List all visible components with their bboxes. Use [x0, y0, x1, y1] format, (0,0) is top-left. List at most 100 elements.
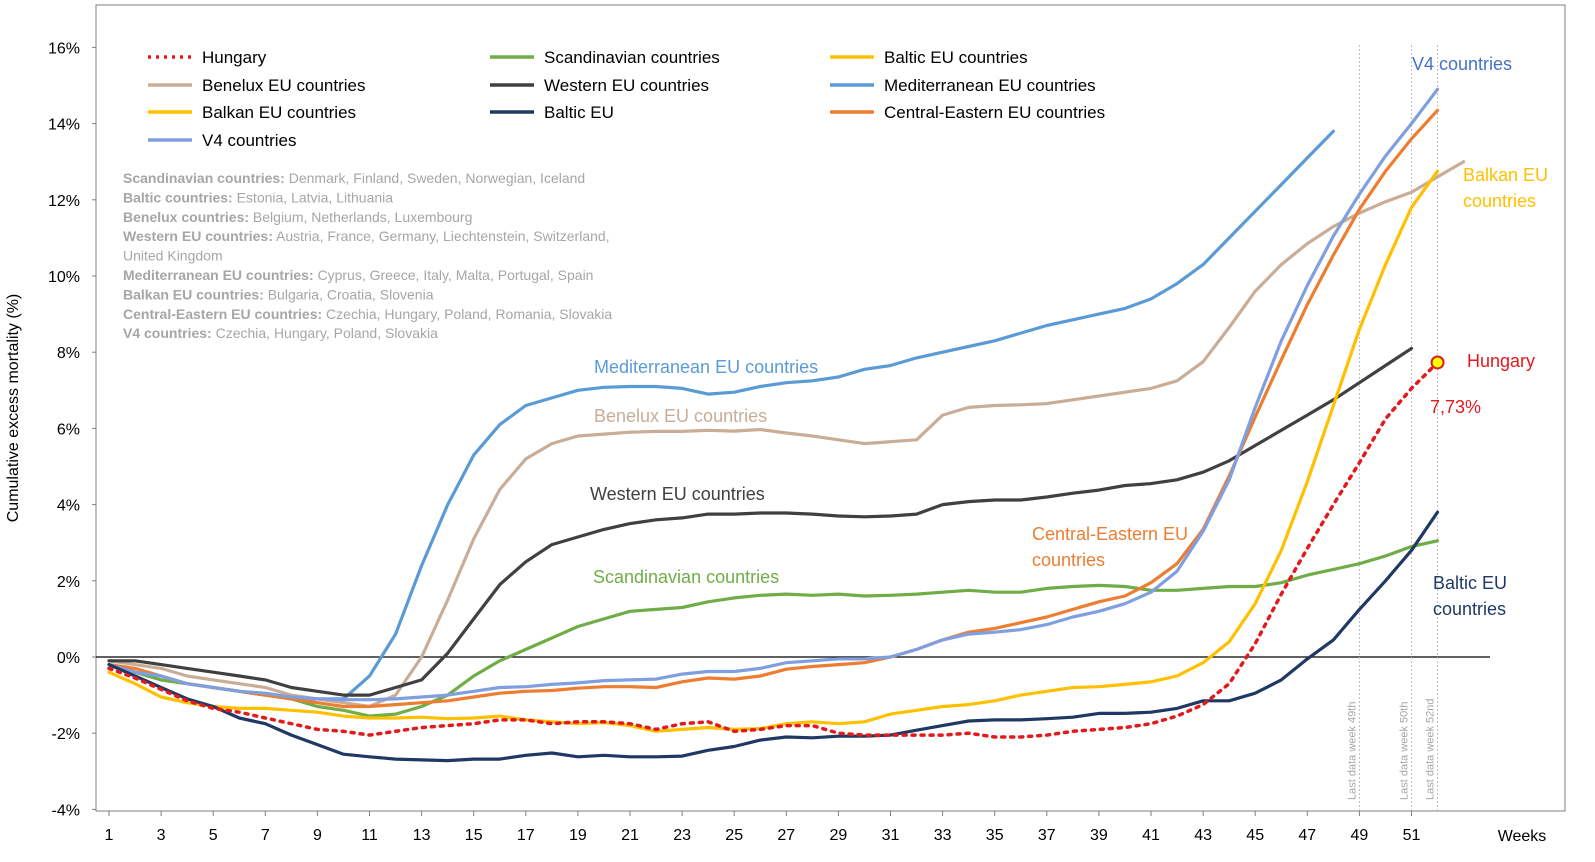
note-members: Bulgaria, Croatia, Slovenia — [264, 286, 434, 302]
y-tick-label: 2% — [57, 574, 80, 591]
legend: Hungary Scandinavian countries Baltic EU c… — [148, 48, 1105, 150]
label-western: Western EU countries — [590, 484, 765, 504]
x-tick-label: 23 — [673, 827, 691, 844]
note-members: Austria, France, Germany, Liechtenstein,… — [273, 228, 610, 244]
legend-label-benelux: Benelux EU countries — [202, 76, 365, 95]
label-v4: V4 countries — [1412, 54, 1512, 74]
x-tick-label: 35 — [986, 827, 1004, 844]
legend-label-hungary: Hungary — [202, 48, 267, 67]
y-tick-label: 10% — [48, 269, 80, 286]
y-tick-label: 8% — [57, 345, 80, 362]
legend-label-baltic: Baltic EU countries — [884, 48, 1028, 67]
x-tick-label: 1 — [105, 827, 114, 844]
y-tick-label: 14% — [48, 117, 80, 134]
x-tick-label: 45 — [1246, 827, 1264, 844]
series-lines — [107, 87, 1466, 763]
x-axis-title: Weeks — [1498, 828, 1547, 845]
x-tick-label: 13 — [413, 827, 431, 844]
note-line: Balkan EU countries: Bulgaria, Croatia, … — [123, 286, 434, 302]
x-tick-label: 19 — [569, 827, 587, 844]
note-members: United Kingdom — [123, 248, 223, 264]
last-data-label: Last data week 49th — [1346, 702, 1358, 800]
note-line: Baltic countries: Estonia, Latvia, Lithu… — [123, 189, 393, 205]
legend-label-scandinavian: Scandinavian countries — [544, 48, 720, 67]
y-tick-label: 0% — [57, 650, 80, 667]
label-mediterranean: Mediterranean EU countries — [594, 357, 818, 377]
x-tick-label: 43 — [1194, 827, 1212, 844]
note-group: Baltic countries: — [123, 189, 233, 205]
label-central-eastern-2: countries — [1032, 550, 1105, 570]
x-tick-label: 3 — [157, 827, 166, 844]
label-hungary-value: 7,73% — [1430, 397, 1481, 417]
last-data-label: Last data week 52nd — [1425, 698, 1437, 800]
legend-label-balkan: Balkan EU countries — [202, 103, 356, 122]
note-group: Mediterranean EU countries: — [123, 267, 314, 283]
y-tick-label: -2% — [52, 726, 80, 743]
x-tick-label: 7 — [261, 827, 270, 844]
label-baltic-eu-1: Baltic EU — [1433, 573, 1507, 593]
label-scandinavian: Scandinavian countries — [593, 567, 779, 587]
label-central-eastern-1: Central-Eastern EU — [1032, 524, 1188, 544]
note-line: Western EU countries: Austria, France, G… — [123, 228, 610, 244]
y-tick-label: 16% — [48, 40, 80, 57]
country-notes: Scandinavian countries: Denmark, Finland… — [123, 170, 612, 341]
legend-label-mediterranean: Mediterranean EU countries — [884, 76, 1096, 95]
series-line-western — [107, 346, 1414, 697]
x-tick-label: 49 — [1351, 827, 1369, 844]
note-group: V4 countries: — [123, 325, 212, 341]
y-tick-label: -4% — [52, 802, 80, 819]
hungary-end-marker — [1430, 355, 1445, 370]
note-members: Czechia, Hungary, Poland, Romania, Slova… — [322, 306, 612, 322]
x-tick-label: 27 — [777, 827, 795, 844]
legend-label-baltic_eu: Baltic EU — [544, 103, 614, 122]
label-balkan-1: Balkan EU — [1463, 165, 1548, 185]
note-line: V4 countries: Czechia, Hungary, Poland, … — [123, 325, 438, 341]
series-line-baltic_eu — [107, 510, 1440, 763]
axes: -4%-2%0%2%4%6%8%10%12%14%16%1 3 5 7 9 11 13 15 1… — [48, 40, 1421, 844]
x-tick-label: 5 — [209, 827, 218, 844]
note-group: Balkan EU countries: — [123, 286, 264, 302]
label-hungary: Hungary — [1467, 351, 1535, 371]
y-tick-label: 4% — [57, 498, 80, 515]
x-tick-label: 47 — [1298, 827, 1316, 844]
x-tick-label: 29 — [830, 827, 848, 844]
y-axis-title: Cumulative excess mortality (%) — [5, 294, 22, 523]
x-tick-label: 17 — [517, 827, 535, 844]
x-tick-label: 41 — [1142, 827, 1160, 844]
plot-frame — [95, 4, 1566, 812]
label-balkan-2: countries — [1463, 191, 1536, 211]
x-tick-label: 31 — [882, 827, 900, 844]
note-members: Estonia, Latvia, Lithuania — [233, 189, 394, 205]
last-data-label: Last data week 50th — [1399, 702, 1411, 800]
note-line: Scandinavian countries: Denmark, Finland… — [123, 170, 585, 186]
series-inline-labels: Mediterranean EU countries Benelux EU cou… — [590, 54, 1548, 619]
legend-label-v4: V4 countries — [202, 131, 297, 150]
note-line: United Kingdom — [123, 248, 223, 264]
last-data-lines: Last data week 49th Last data week 50th La… — [1346, 45, 1439, 811]
x-tick-label: 39 — [1090, 827, 1108, 844]
note-members: Denmark, Finland, Sweden, Norwegian, Ice… — [285, 170, 585, 186]
legend-label-central_eastern: Central-Eastern EU countries — [884, 103, 1105, 122]
note-members: Cyprus, Greece, Italy, Malta, Portugal, … — [314, 267, 594, 283]
x-tick-label: 25 — [725, 827, 743, 844]
label-benelux: Benelux EU countries — [594, 406, 767, 426]
legend-label-western: Western EU countries — [544, 76, 709, 95]
series-line-v4 — [107, 87, 1440, 702]
x-tick-label: 15 — [465, 827, 483, 844]
series-line-hungary — [107, 360, 1440, 739]
note-line: Benelux countries: Belgium, Netherlands,… — [123, 209, 472, 225]
note-members: Czechia, Hungary, Poland, Slovakia — [212, 325, 438, 341]
series-line-benelux — [107, 160, 1466, 709]
note-line: Central-Eastern EU countries: Czechia, H… — [123, 306, 612, 322]
note-line: Mediterranean EU countries: Cyprus, Gree… — [123, 267, 593, 283]
x-tick-label: 9 — [313, 827, 322, 844]
note-group: Benelux countries: — [123, 209, 249, 225]
y-tick-label: 12% — [48, 193, 80, 210]
y-tick-label: 6% — [57, 421, 80, 438]
note-group: Western EU countries: — [123, 228, 273, 244]
x-tick-label: 37 — [1038, 827, 1056, 844]
x-tick-label: 33 — [934, 827, 952, 844]
note-group: Scandinavian countries: — [123, 170, 285, 186]
x-tick-label: 51 — [1403, 827, 1421, 844]
